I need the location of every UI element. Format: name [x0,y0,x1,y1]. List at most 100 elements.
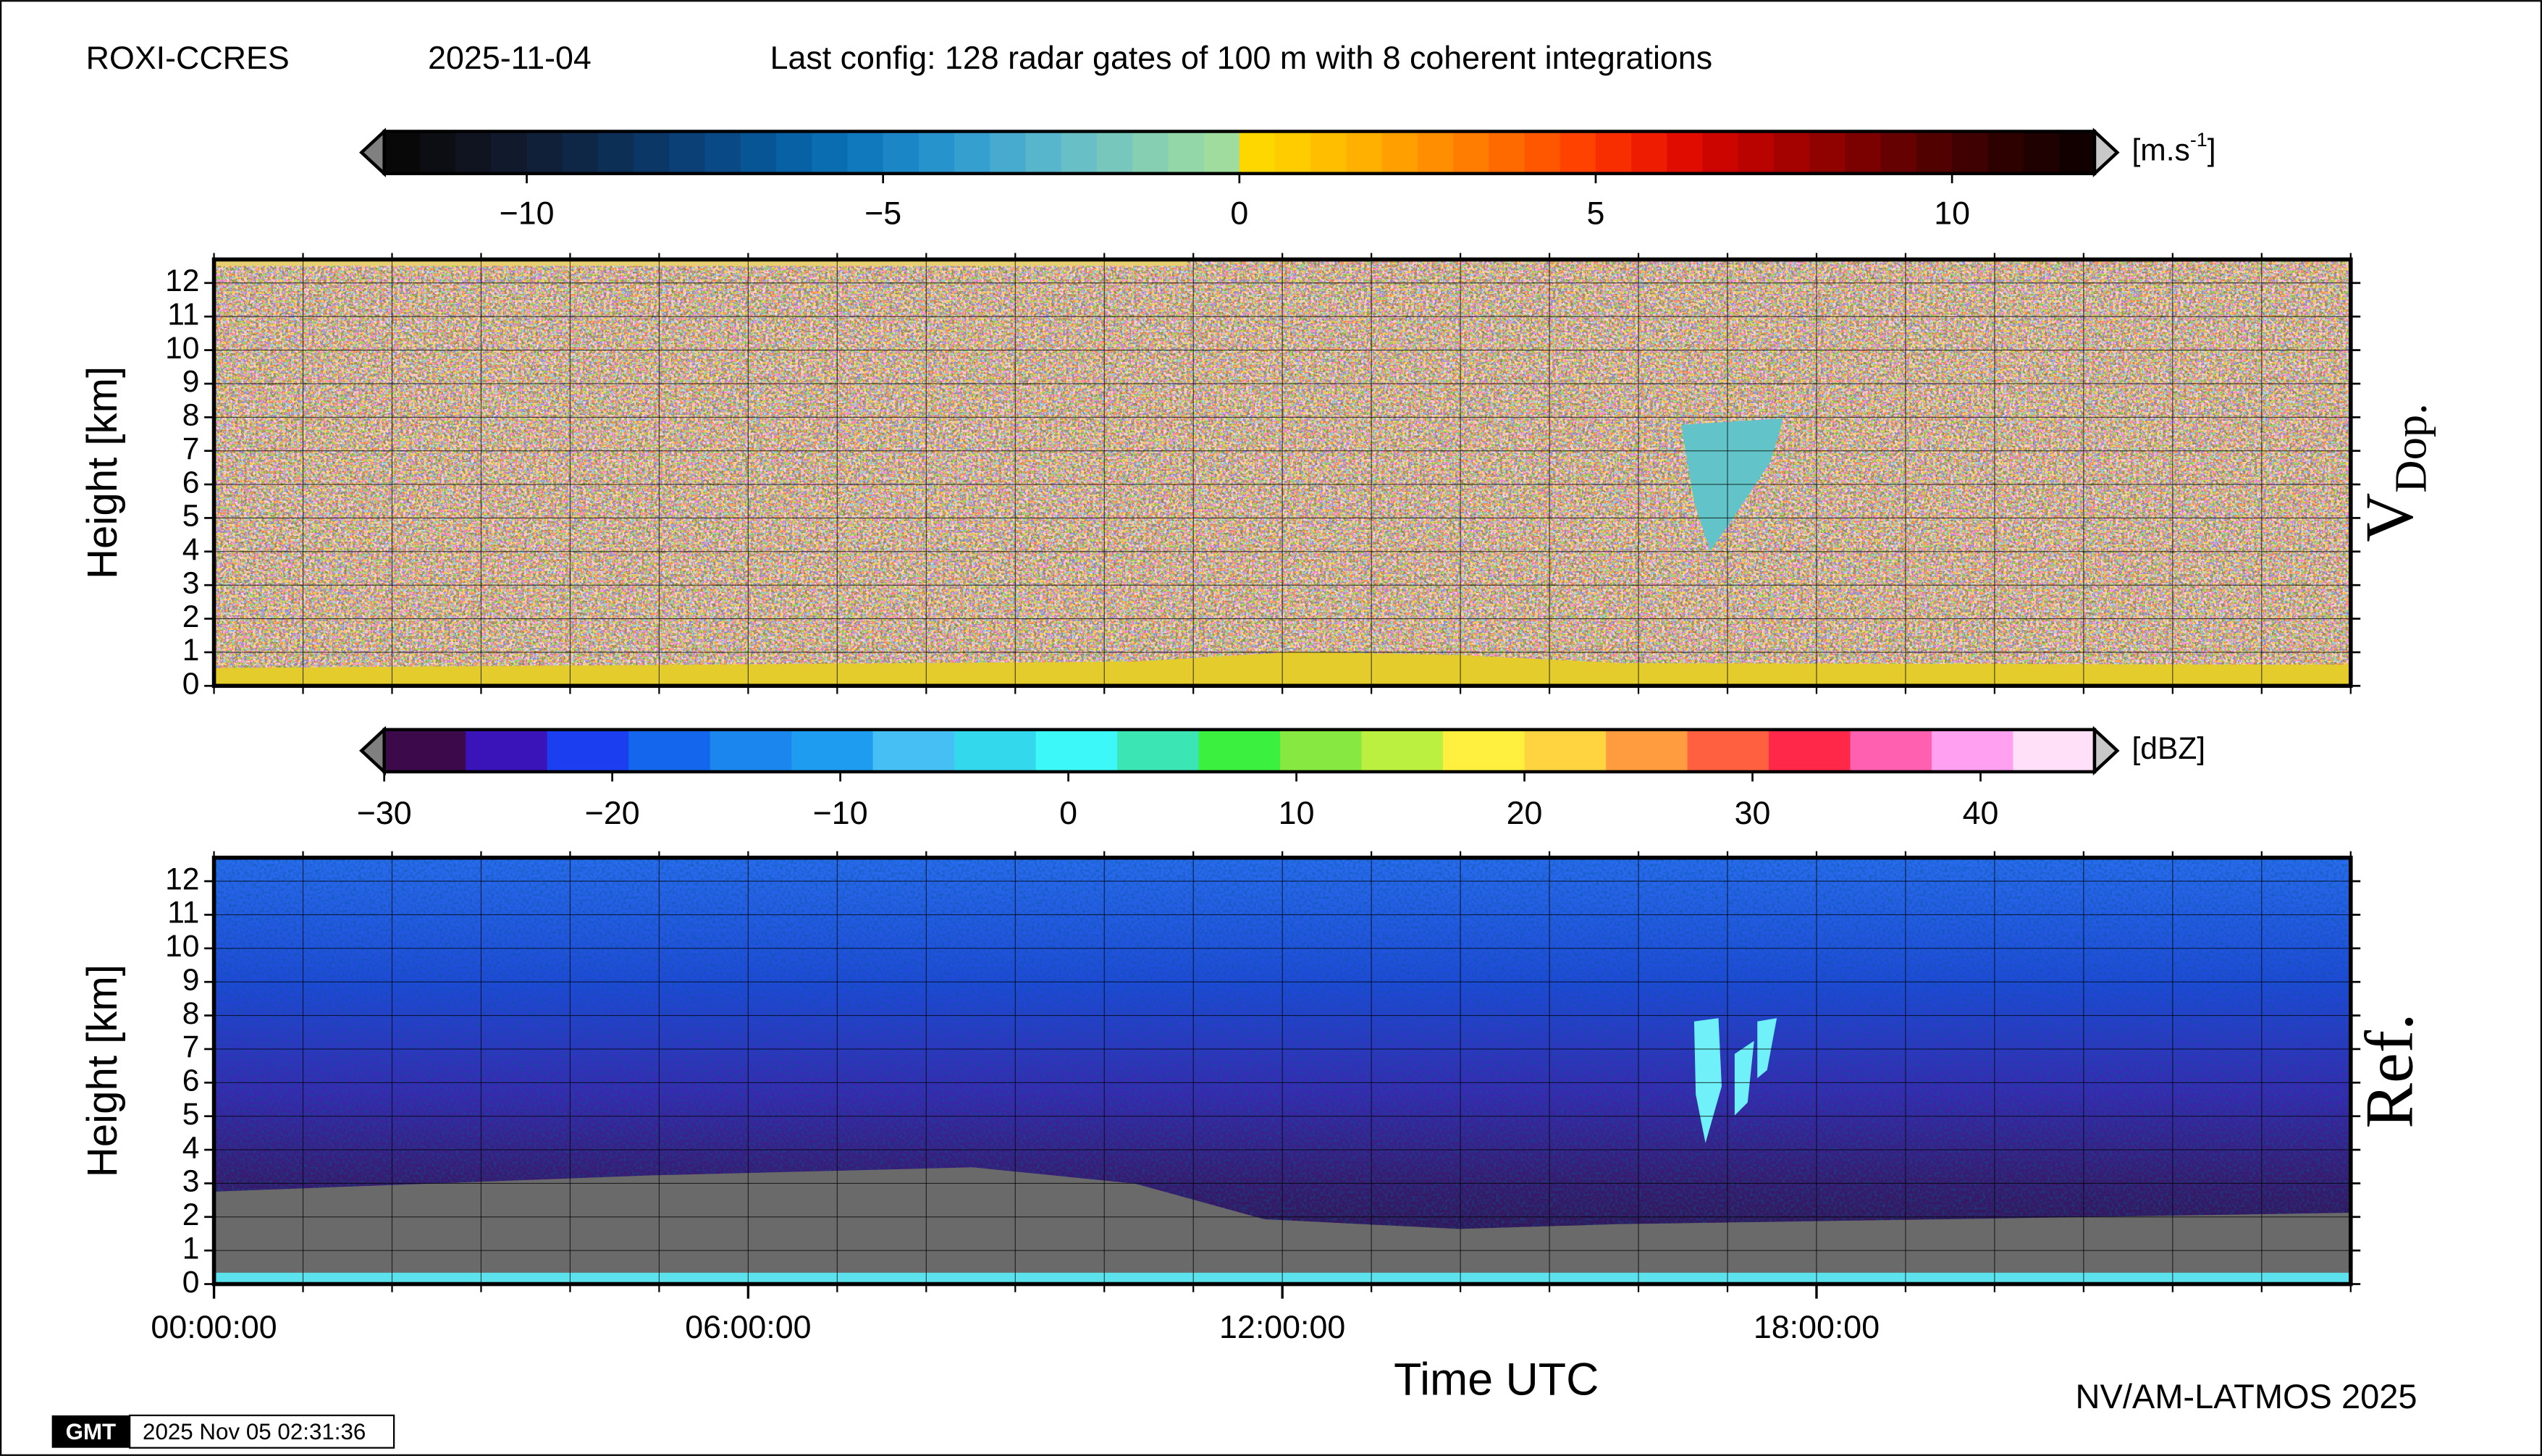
y-tick-label: 9 [182,962,200,997]
colorbar-segment [1443,729,1525,772]
colorbar-segment [1417,131,1454,174]
colorbar-tick-label: 0 [1059,795,1077,831]
colorbar-segment [419,131,456,174]
colorbar-segment [1117,729,1200,772]
y-tick-label: 6 [182,1064,200,1098]
colorbar-segment [791,729,874,772]
colorbar-segment [1168,131,1205,174]
y-tick-label: 7 [182,432,200,466]
colorbar-segment [1096,131,1133,174]
y-tick-label: 8 [182,398,200,433]
colorbar-segment [491,131,528,174]
colorbar-tick-label: 5 [1587,195,1605,232]
y-tick-label: 10 [165,331,199,366]
colorbar-tick-label: −5 [864,195,901,232]
colorbar-end-high [2092,725,2120,776]
timestamp-box [129,1414,395,1449]
side-label-sub: Dop. [2386,403,2436,493]
colorbar-segment [740,131,777,174]
side-label-main: Ref. [2352,1013,2427,1128]
colorbar-tick-label: 40 [1963,795,1999,831]
y-tick-label: 3 [182,565,200,600]
colorbar-segment [1239,131,1276,174]
y-tick-label: 2 [182,1198,200,1232]
colorbar-segment [1932,729,2014,772]
colorbar-segment [1489,131,1525,174]
x-axis-title: Time UTC [1394,1355,1599,1405]
colorbar-segment [1025,131,1062,174]
y-tick-label: 5 [182,499,200,534]
colorbar-segment [547,729,629,772]
colorbar-segment [1560,131,1596,174]
colorbar-segment [2013,729,2095,772]
y-tick-label: 4 [182,1130,200,1165]
x-tick-label: 12:00:00 [1219,1309,1345,1345]
colorbar-segment [1880,131,1917,174]
y-tick-label: 9 [182,364,200,399]
colorbar-segment [2058,131,2095,174]
colorbar-end-low [359,725,386,776]
colorbar-segment [669,131,706,174]
y-tick-label: 11 [167,297,199,332]
colorbar-segment [526,131,563,174]
y-tick-label: 8 [182,996,200,1031]
y-tick-label: 3 [182,1164,200,1199]
colorbar-segment [1850,729,1932,772]
colorbar-segment [1769,729,1851,772]
colorbar-tick-label: −30 [357,795,412,831]
colorbar-segment [1809,131,1846,174]
date: 2025-11-04 [428,40,592,76]
config: Last config: 128 radar gates of 100 m wi… [770,40,1712,76]
y-tick-label: 11 [167,896,199,930]
logo-box [51,1415,130,1448]
colorbar-end-high [2092,127,2120,177]
site: ROXI-CCRES [86,40,290,76]
colorbar-unit-part: [m.s [2131,133,2189,168]
colorbar-segment [1203,131,1240,174]
colorbar-segment [466,729,548,772]
colorbar-segment [455,131,492,174]
x-tick-label: 00:00:00 [151,1309,277,1345]
colorbar-unit: [dBZ] [2131,731,2205,766]
colorbar-segment [2023,131,2060,174]
y-tick-label: 12 [165,862,199,896]
colorbar-segment [776,131,812,174]
colorbar-segment [1524,131,1561,174]
y-tick-label: 10 [165,929,199,964]
colorbar-tick-label: −20 [585,795,640,831]
colorbar-segment [1595,131,1632,174]
logo: GMT [66,1419,117,1444]
colorbar-segment [954,729,1037,772]
colorbar-segment [1280,729,1363,772]
colorbar-segment [1738,131,1775,174]
timestamp: 2025 Nov 05 02:31:36 [143,1419,366,1444]
colorbar-segment [1035,729,1118,772]
x-tick-label: 18:00:00 [1754,1309,1880,1345]
colorbar-segment [384,131,421,174]
colorbar-segment [1061,131,1098,174]
colorbar-tick-label: −10 [500,195,555,232]
colorbar-tick-label: 30 [1735,795,1771,831]
colorbar-segment [1275,131,1311,174]
colorbar-tick-label: −10 [813,795,868,831]
y-tick-label: 4 [182,532,200,567]
colorbar-segment [562,131,599,174]
side-label: Ref. [2352,1013,2427,1128]
colorbar-segment [1606,729,1688,772]
colorbar-segment [1916,131,1953,174]
colorbar-segment [883,131,919,174]
colorbar-unit-part: -1 [2190,129,2208,151]
colorbar-segment [1310,131,1347,174]
colorbar-segment [812,131,849,174]
side-label-main: V [2352,493,2427,542]
colorbar-tick-label: 20 [1507,795,1543,831]
colorbar-segment [1667,131,1704,174]
colorbar-segment [1687,729,1769,772]
colorbar-segment [634,131,670,174]
colorbar-segment [1774,131,1810,174]
y-tick-label: 2 [182,599,200,634]
colorbar-segment [990,131,1027,174]
colorbar-tick-label: 0 [1230,195,1248,232]
colorbar-segment [1361,729,1444,772]
